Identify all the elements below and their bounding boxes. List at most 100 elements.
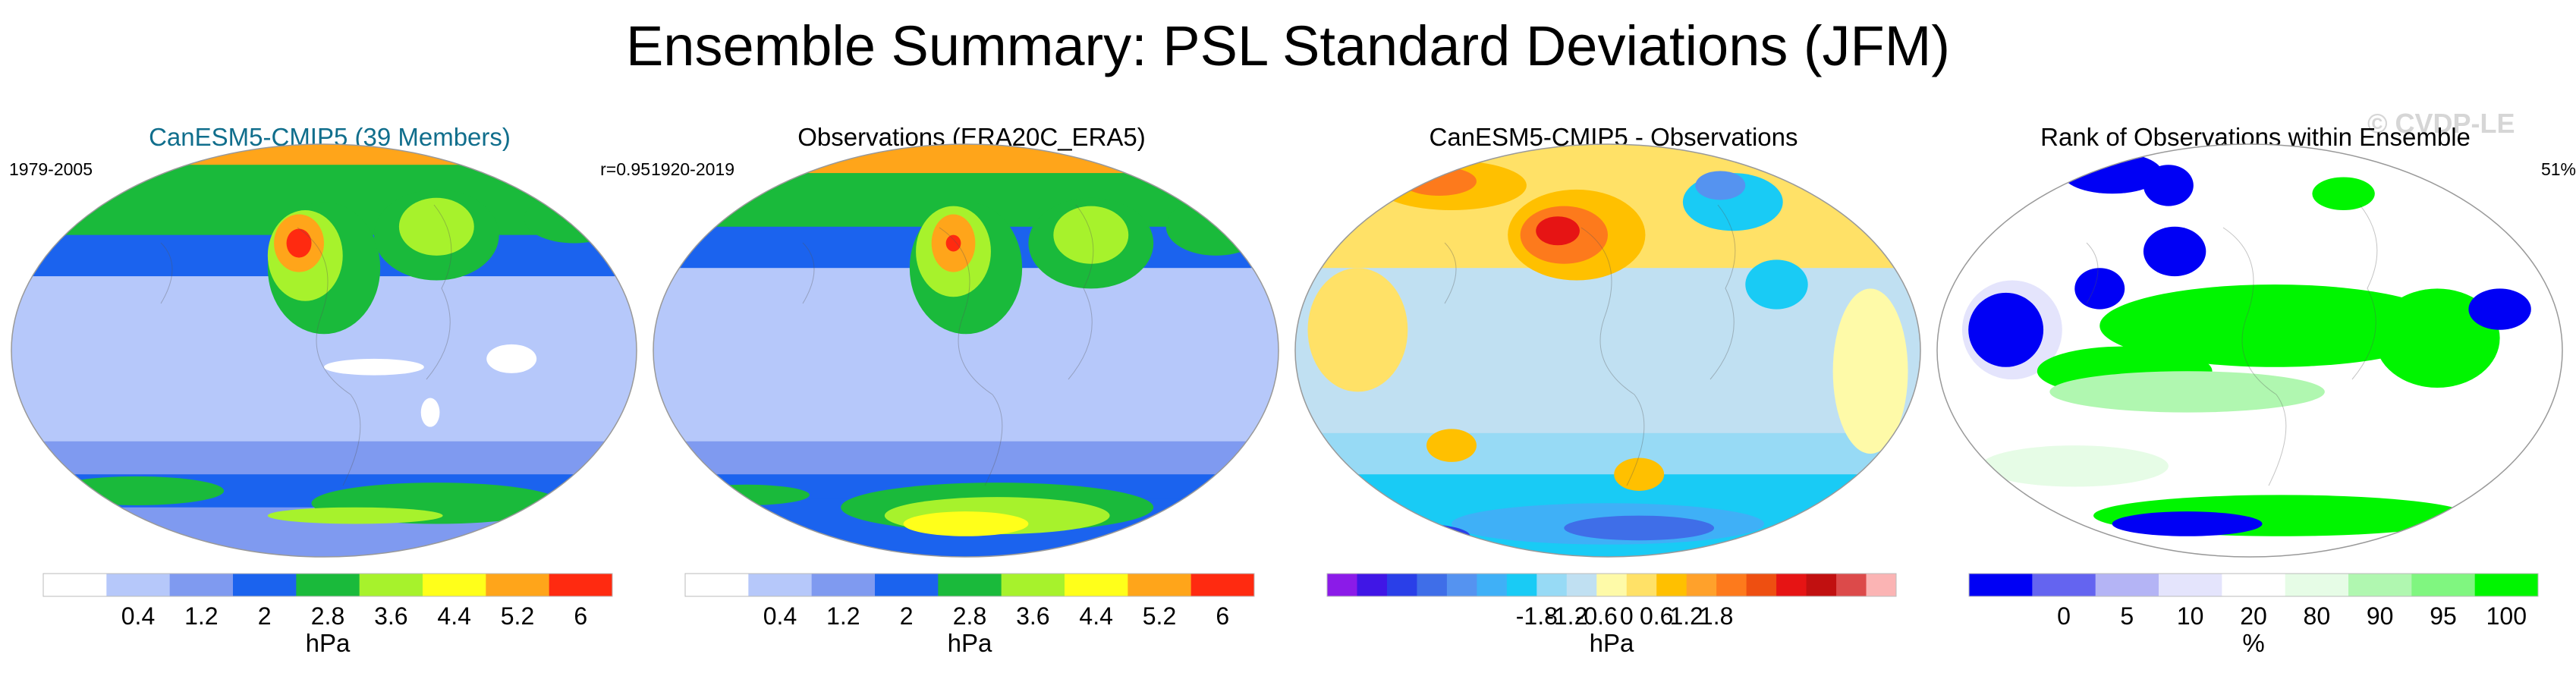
map-contour-region (1389, 276, 1827, 425)
colorbar-tick-label: 1.2 (184, 602, 218, 630)
colorbar-swatch (1001, 574, 1065, 596)
colorbar-swatch (2348, 574, 2412, 596)
map-field (11, 144, 637, 557)
colorbar-swatch (1806, 574, 1837, 596)
map-field (653, 144, 1279, 557)
colorbar-tick-label: 6 (574, 602, 587, 630)
map-contour-region (324, 358, 424, 376)
map-contour-region (1745, 259, 1808, 310)
map-band (11, 441, 637, 476)
colorbar-swatch (748, 574, 813, 596)
panel-stat: r=0.95 (600, 159, 650, 179)
colorbar-swatch (1836, 574, 1867, 596)
colorbar-swatch (296, 574, 360, 596)
colorbar-units-label: hPa (948, 629, 992, 657)
colorbar-tick-label: 2.8 (953, 602, 986, 630)
colorbar-swatch (2032, 574, 2096, 596)
map-contour-region (420, 398, 440, 427)
colorbar-tick-label: 1.2 (826, 602, 860, 630)
colorbar-tick-label: -1.2 (1546, 602, 1587, 630)
map-contour-region (49, 476, 225, 505)
colorbar-swatch (1969, 574, 2033, 596)
page-title: Ensemble Summary: PSL Standard Deviation… (625, 14, 1951, 77)
map-band (1295, 432, 1920, 476)
map-contour-region (2143, 165, 2194, 206)
colorbar-tick-label: 0 (2057, 602, 2071, 630)
colorbar-swatch (2095, 574, 2159, 596)
colorbar-swatch (1477, 574, 1508, 596)
map-outline (1936, 143, 2563, 558)
colorbar-swatch (685, 574, 749, 596)
colorbar-tick-label: 4.4 (1079, 602, 1112, 630)
panel-rank: Rank of Observations within Ensemble 51%… (1935, 114, 2576, 675)
map-contour-region (945, 234, 961, 252)
map-field (1295, 144, 1920, 557)
colorbar-swatch (1417, 574, 1448, 596)
coastline (1444, 204, 1736, 486)
colorbar-tick-label: 2 (258, 602, 272, 630)
map-contour-region (267, 507, 443, 524)
map-contour-region (2468, 288, 2531, 330)
colorbar-tick-label: 5 (2120, 602, 2134, 630)
colorbar-swatch (549, 574, 613, 596)
colorbar-tick-label: 1.2 (1669, 602, 1703, 630)
colorbar-swatch (2285, 574, 2349, 596)
colorbar-swatch (359, 574, 423, 596)
colorbar-swatch (2411, 574, 2476, 596)
colorbar-tick-label: 0.4 (763, 602, 797, 630)
map-outline (653, 143, 1279, 558)
colorbar-frame (1968, 573, 2539, 597)
colorbar-swatch (169, 574, 234, 596)
map-contour-region (2074, 268, 2125, 310)
map-contour-region (1370, 524, 1470, 549)
colorbar-frame (1326, 573, 1897, 597)
colorbar-units-label: hPa (1590, 629, 1634, 657)
colorbar-swatch (1596, 574, 1628, 596)
colorbar-swatch (233, 574, 297, 596)
map-contour-region (286, 228, 312, 258)
map-contour-region (1564, 515, 1715, 541)
panel-difference: CanESM5-CMIP5 - Observations -1.8 -1.2 -0.… (1293, 114, 1934, 675)
colorbar-tick-label: 3.6 (374, 602, 407, 630)
colorbar-tick-label: 6 (1216, 602, 1229, 630)
colorbar-swatch (423, 574, 486, 596)
map-outline (1294, 143, 1921, 558)
map-plot: 0 5 10 20 80 90 95 100% (1936, 143, 2563, 657)
colorbar-swatch (1536, 574, 1568, 596)
coastline (802, 204, 1094, 486)
map-outline (11, 143, 637, 558)
map-contour-region (1614, 457, 1665, 491)
colorbar-swatch (486, 574, 550, 596)
colorbar-swatch (1190, 574, 1255, 596)
map-contour-region (2143, 226, 2206, 277)
map-contour-region (1401, 166, 1477, 196)
panel-period: 1979-2005 (9, 159, 93, 179)
colorbar-tick-label: 4.4 (437, 602, 470, 630)
coastline (2086, 204, 2378, 486)
colorbar-swatch (1506, 574, 1537, 596)
colorbar-tick-label: 90 (2367, 602, 2394, 630)
map-contour-region (1053, 206, 1129, 264)
colorbar-tick-label: 20 (2240, 602, 2267, 630)
colorbar-tick-label: 0.6 (1640, 602, 1673, 630)
map-contour-region (2312, 177, 2375, 211)
colorbar-swatch (1566, 574, 1597, 596)
map-contour-region (2374, 288, 2500, 388)
map-contour-region (1426, 429, 1477, 462)
colorbar-tick-label: 2.8 (311, 602, 344, 630)
colorbar-tick-label: -1.8 (1516, 602, 1558, 630)
map-contour-region (1536, 216, 1580, 246)
colorbar-tick-label: 100 (2486, 602, 2527, 630)
colorbar-units-label: % (2242, 629, 2264, 657)
colorbar-swatch (1866, 574, 1897, 596)
map-field (1937, 144, 2562, 557)
map-contour-region (684, 484, 810, 505)
colorbar-units-label: hPa (306, 629, 351, 657)
colorbar-swatch (1686, 574, 1717, 596)
colorbar-swatch (1065, 574, 1128, 596)
colorbar-swatch (1446, 574, 1477, 596)
panel-model: CanESM5-CMIP5 (39 Members) 1979-2005 r=0… (9, 114, 650, 675)
map-contour-region (1695, 171, 1746, 200)
colorbar-tick-label: 10 (2177, 602, 2204, 630)
colorbar-tick-label: 80 (2304, 602, 2331, 630)
